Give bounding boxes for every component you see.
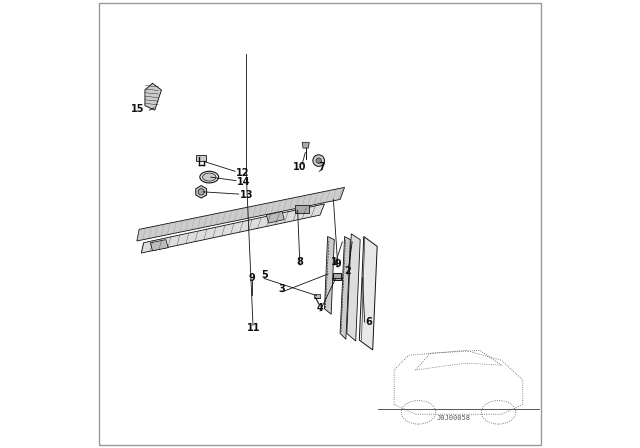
Text: 8: 8	[296, 257, 303, 267]
Text: 10: 10	[293, 162, 307, 172]
Polygon shape	[340, 237, 350, 339]
Text: 6: 6	[365, 317, 372, 327]
Polygon shape	[141, 204, 324, 253]
Text: J0J00058: J0J00058	[437, 415, 471, 421]
Ellipse shape	[200, 171, 219, 183]
Ellipse shape	[202, 173, 216, 181]
Text: 15: 15	[131, 104, 145, 114]
Text: 3: 3	[278, 284, 285, 294]
Bar	[196, 155, 206, 160]
Text: 12: 12	[236, 168, 250, 178]
Text: 4: 4	[317, 303, 323, 313]
Polygon shape	[324, 237, 334, 314]
Polygon shape	[359, 237, 377, 350]
Text: 1: 1	[332, 257, 338, 267]
Text: 13: 13	[240, 190, 253, 200]
Circle shape	[198, 189, 204, 195]
Polygon shape	[137, 187, 344, 241]
Circle shape	[316, 158, 321, 163]
Polygon shape	[302, 142, 309, 148]
Bar	[333, 273, 341, 280]
Polygon shape	[145, 83, 161, 110]
Text: 7: 7	[319, 162, 326, 172]
Text: 14: 14	[237, 177, 251, 187]
Text: 2: 2	[344, 266, 351, 276]
Text: 11: 11	[247, 323, 260, 332]
Circle shape	[313, 155, 324, 166]
Text: 9: 9	[335, 259, 341, 269]
Text: 9: 9	[249, 272, 255, 283]
Bar	[296, 205, 309, 213]
Polygon shape	[347, 234, 360, 341]
Text: 5: 5	[260, 270, 268, 280]
Polygon shape	[266, 211, 284, 223]
Bar	[314, 294, 321, 297]
Polygon shape	[150, 240, 168, 251]
